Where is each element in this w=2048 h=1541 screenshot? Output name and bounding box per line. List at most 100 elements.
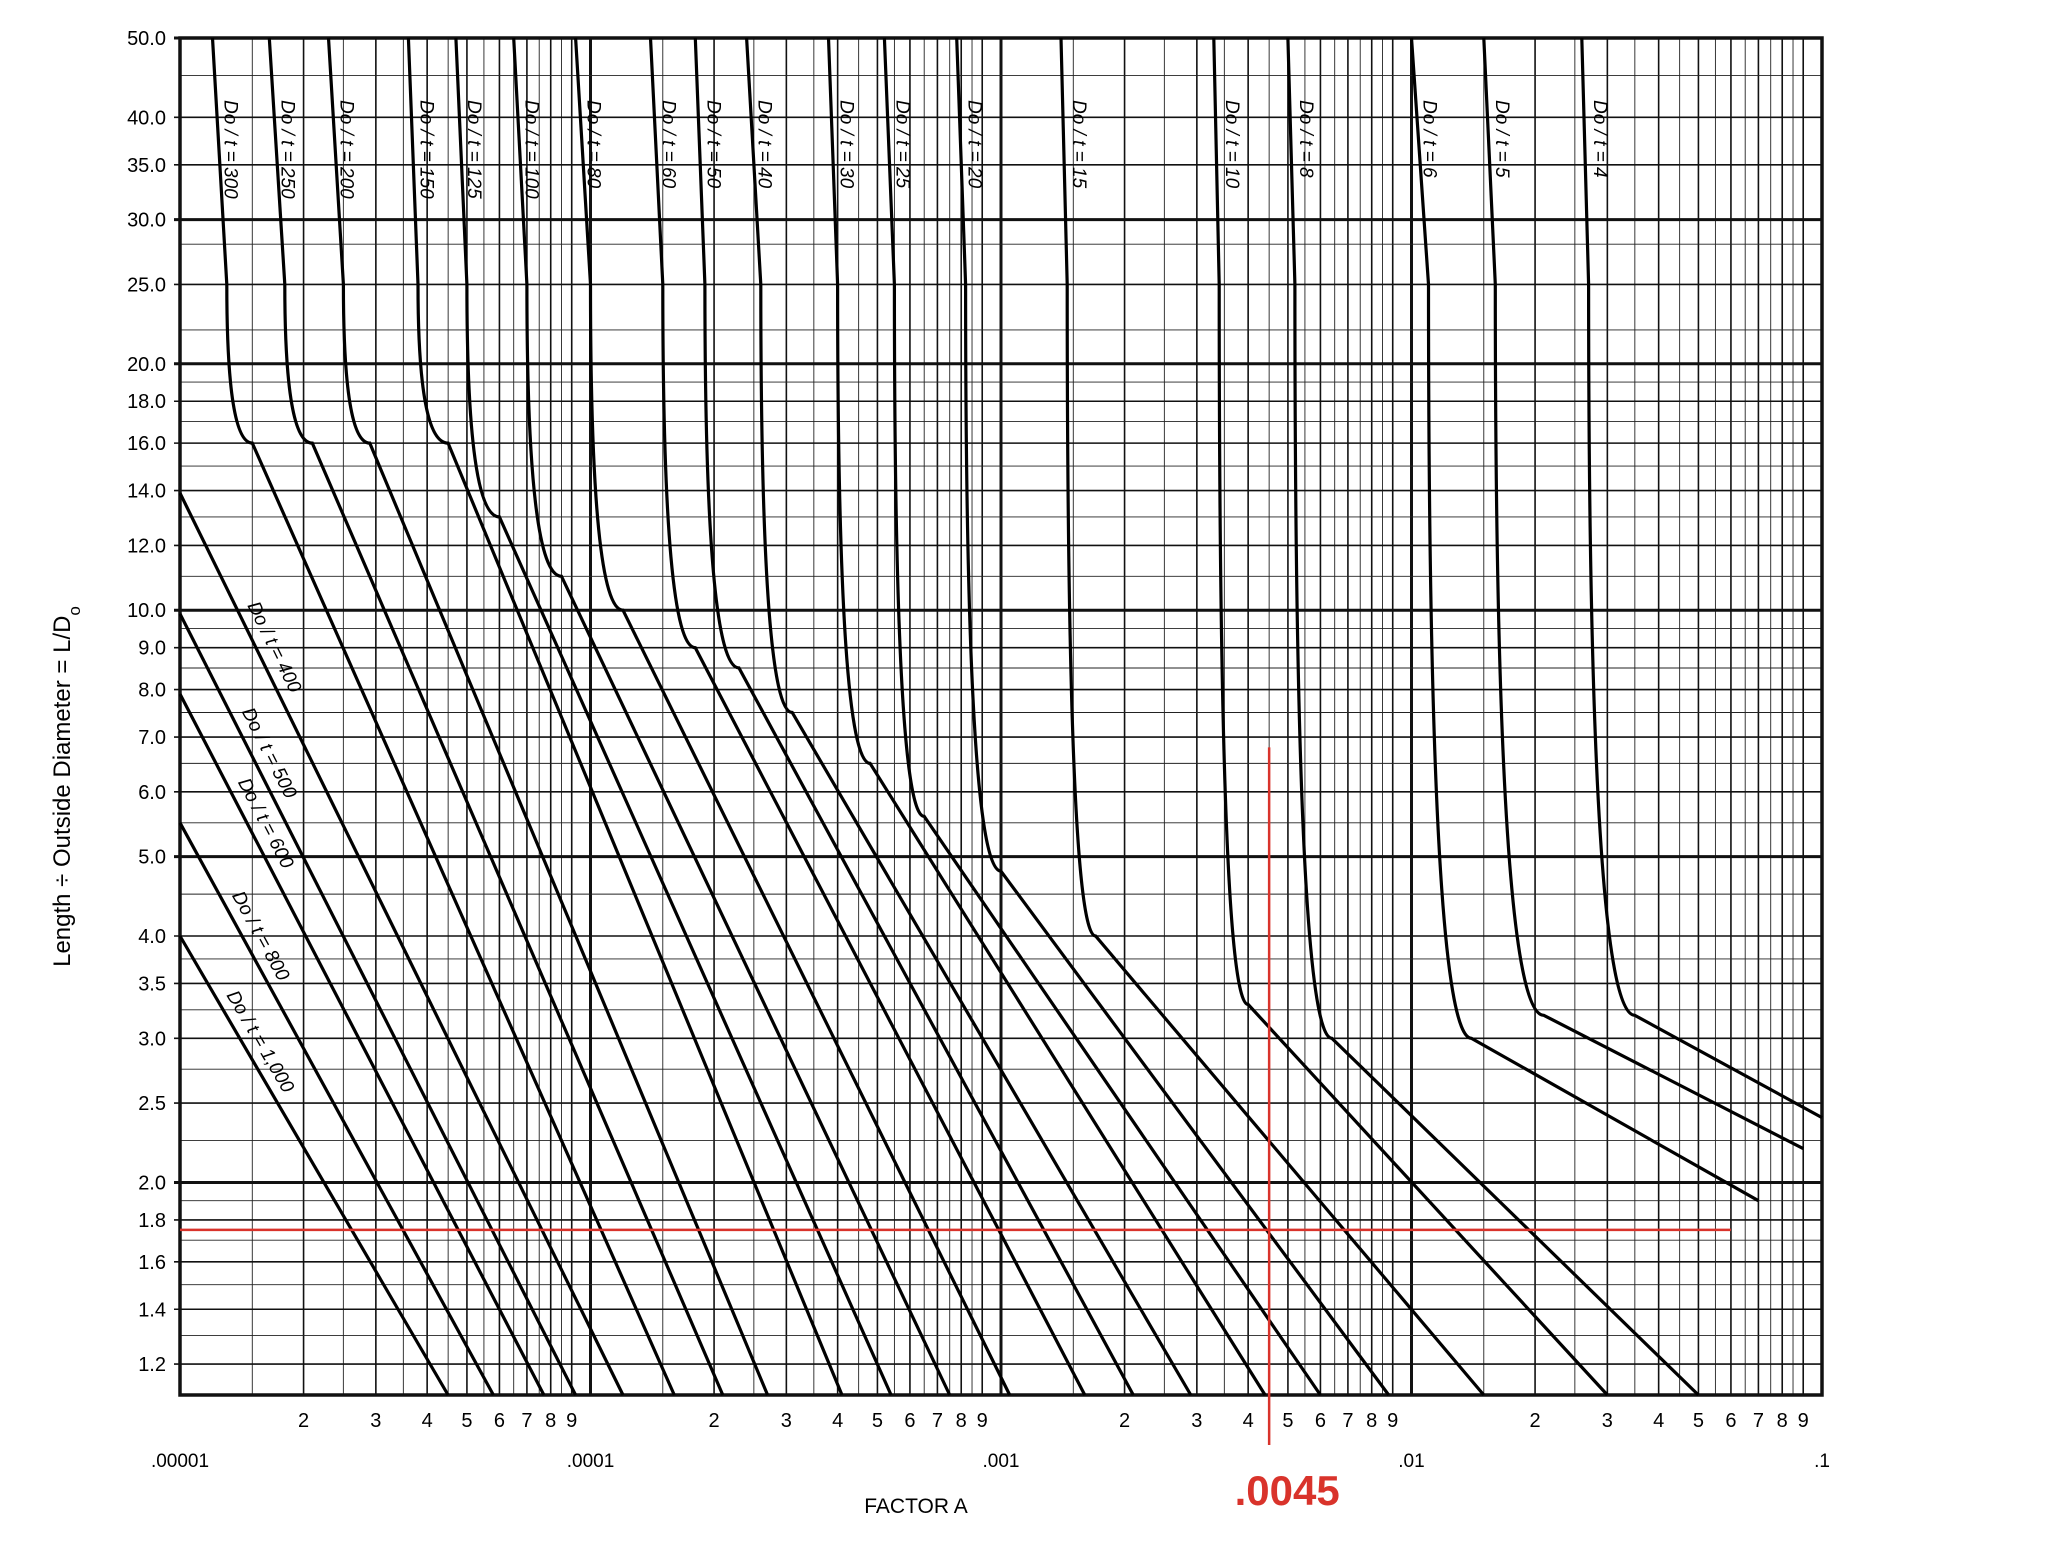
curve-series [1212, 37, 1609, 1397]
y-tick-label: 3.5 [138, 973, 166, 995]
x-minor-tick-label: 4 [1243, 1410, 1254, 1432]
x-minor-tick-label: 9 [977, 1410, 988, 1432]
x-minor-tick-label: 8 [545, 1410, 556, 1432]
x-decade-tick-label: .001 [983, 1451, 1020, 1472]
curve-series [178, 693, 546, 1396]
x-minor-tick-label: 8 [956, 1410, 967, 1432]
y-tick-label: 1.2 [138, 1354, 166, 1376]
x-minor-tick-label: 7 [521, 1410, 532, 1432]
y-tick-label: 2.5 [138, 1093, 166, 1115]
x-minor-tick-label: 2 [1530, 1410, 1541, 1432]
curve-label: Do / t = 4 [1589, 100, 1610, 178]
x-minor-tick-label: 9 [566, 1410, 577, 1432]
x-minor-tick-label: 8 [1777, 1410, 1788, 1432]
x-decade-tick-label: .01 [1398, 1451, 1424, 1472]
x-minor-tick-label: 6 [1315, 1410, 1326, 1432]
y-tick-label: 20.0 [127, 354, 166, 376]
y-tick-label: 35.0 [127, 155, 166, 177]
curve-label: Do / t = 30 [836, 100, 857, 189]
curve-series [1409, 37, 1760, 1203]
x-minor-tick-label: 2 [1119, 1410, 1130, 1432]
x-decade-tick-label: .1 [1814, 1451, 1830, 1472]
curve-label: Do / t = 15 [1068, 100, 1089, 189]
y-tick-label: 50.0 [127, 28, 166, 50]
curve-label: Do / t = 125 [463, 100, 484, 199]
curve-series [178, 492, 625, 1396]
x-minor-tick-label: 2 [298, 1410, 309, 1432]
x-minor-tick-label: 5 [1282, 1410, 1293, 1432]
x-minor-tick-label: 4 [1653, 1410, 1664, 1432]
y-tick-label: 6.0 [138, 782, 166, 804]
curve-series [1482, 37, 1804, 1151]
x-minor-tick-label: 7 [1342, 1410, 1353, 1432]
x-minor-tick-label: 4 [422, 1410, 433, 1432]
curve-label: Do / t = 50 [702, 100, 723, 189]
y-axis-title: Length ÷ Outside Diameter = L/Do [49, 606, 84, 967]
curve-label: Do / t = 5 [1491, 100, 1512, 178]
curve-label: Do / t = 200 [335, 100, 356, 199]
curve-series [454, 37, 893, 1396]
y-tick-label: 18.0 [127, 391, 166, 413]
highlight-annotation: .0045 [180, 747, 1731, 1514]
x-decade-tick-label: .0001 [567, 1451, 615, 1472]
x-minor-tick-label: 3 [781, 1410, 792, 1432]
highlight-x-label: .0045 [1235, 1467, 1340, 1514]
x-decade-tick-label: .00001 [151, 1451, 209, 1472]
y-tick-label: 3.0 [138, 1028, 166, 1050]
y-tick-label: 10.0 [127, 600, 166, 622]
y-tick-label: 25.0 [127, 274, 166, 296]
x-minor-tick-label: 6 [494, 1410, 505, 1432]
curve-series [1580, 37, 1823, 1120]
curve-label: Do / t = 300 [220, 100, 241, 199]
curve-series [826, 37, 1267, 1396]
x-axis-title: FACTOR A [864, 1495, 967, 1518]
y-tick-label: 2.0 [138, 1172, 166, 1194]
x-minor-tick-label: 6 [1725, 1410, 1736, 1432]
y-tick-label: 16.0 [127, 433, 166, 455]
plot-frame [178, 36, 1824, 1397]
curve-label: Do / t = 1,000 [222, 987, 298, 1097]
curve-series [267, 37, 725, 1396]
y-tick-label: 8.0 [138, 680, 166, 702]
curve-series [693, 37, 1135, 1396]
curve-series [745, 37, 1193, 1396]
curve-label: Do / t = 8 [1295, 100, 1316, 178]
y-tick-label: 7.0 [138, 727, 166, 749]
curve-label: Do / t = 20 [964, 100, 985, 189]
y-tick-label: 12.0 [127, 535, 166, 557]
y-tick-label: 40.0 [127, 107, 166, 129]
x-minor-tick-label: 4 [832, 1410, 843, 1432]
curve-label: Do / t = 25 [891, 100, 912, 189]
curve-series [178, 613, 578, 1396]
curve-label: Do / t = 100 [521, 100, 542, 199]
y-tick-label: 1.4 [138, 1299, 166, 1321]
grid [174, 36, 1824, 1397]
curve-series [1059, 37, 1486, 1397]
curve-series [178, 935, 450, 1396]
x-minor-tick-label: 6 [904, 1410, 915, 1432]
curve-label: Do / t = 80 [583, 100, 604, 189]
x-minor-tick-label: 5 [872, 1410, 883, 1432]
y-tick-label: 4.0 [138, 926, 166, 948]
curve-series [512, 37, 952, 1396]
curve-series [648, 37, 1087, 1396]
curve-series [882, 37, 1322, 1396]
x-minor-tick-label: 5 [1693, 1410, 1704, 1432]
curve-label: Do / t = 60 [657, 100, 678, 189]
curves [178, 37, 1823, 1397]
x-minor-tick-label: 9 [1387, 1410, 1398, 1432]
curve-series [210, 37, 676, 1396]
x-minor-tick-label: 8 [1366, 1410, 1377, 1432]
y-tick-label: 5.0 [138, 847, 166, 869]
curve-series [1286, 37, 1700, 1397]
curve-series [406, 37, 844, 1396]
curve-label: Do / t = 150 [415, 100, 436, 199]
curve-series [955, 37, 1390, 1396]
y-tick-label: 1.8 [138, 1210, 166, 1232]
curve-label: Do / t = 10 [1221, 100, 1242, 189]
y-tick-label: 30.0 [127, 210, 166, 232]
y-axis-title-subscript: o [65, 606, 84, 615]
